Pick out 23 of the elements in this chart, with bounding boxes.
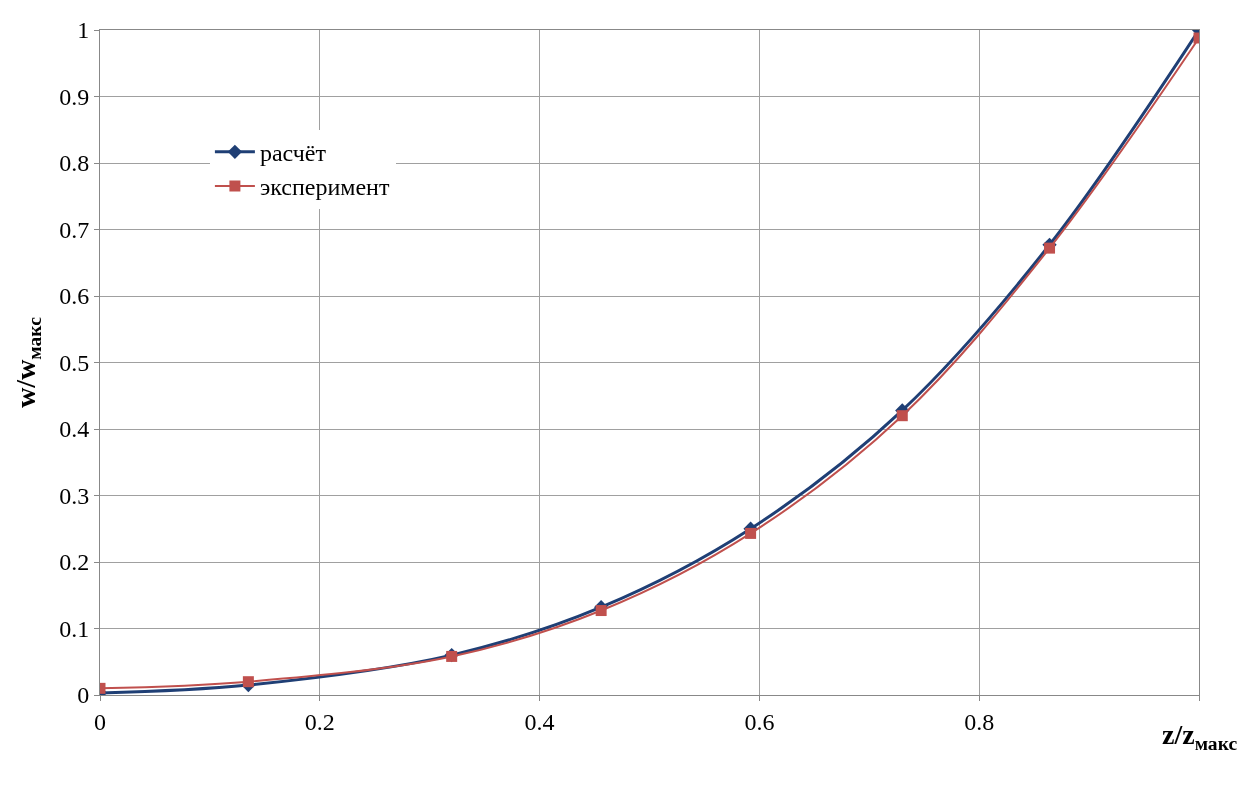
y-tick-label: 0 [77,682,90,709]
point [896,410,908,422]
x-axis-title: z/z$_{макс}$ [1162,719,1238,754]
y-tick-label: 0.4 [59,416,90,443]
y-tick-label: 1 [77,17,90,44]
x-tick-label: 0.6 [744,708,775,735]
x-tick-label: 0.2 [304,708,335,735]
point [745,527,757,539]
point [242,676,254,688]
point [1044,242,1056,254]
y-tick-label: 0.5 [59,349,90,376]
point [595,605,607,617]
y-tick-label: 0.3 [59,482,90,509]
y-tick-label: 0.2 [59,549,90,576]
legend-label: эксперимент [259,174,390,201]
y-tick-label: 0.6 [59,283,90,310]
y-tick-label: 0.7 [59,216,90,243]
y-tick-label: 0.8 [59,150,90,177]
x-tick-label: 0.8 [964,708,995,735]
legend-label: расчёт [259,140,327,167]
y-tick-label: 0.9 [59,83,90,110]
y-tick-label: 0.1 [59,615,90,642]
x-tick-label: 0.4 [524,708,555,735]
